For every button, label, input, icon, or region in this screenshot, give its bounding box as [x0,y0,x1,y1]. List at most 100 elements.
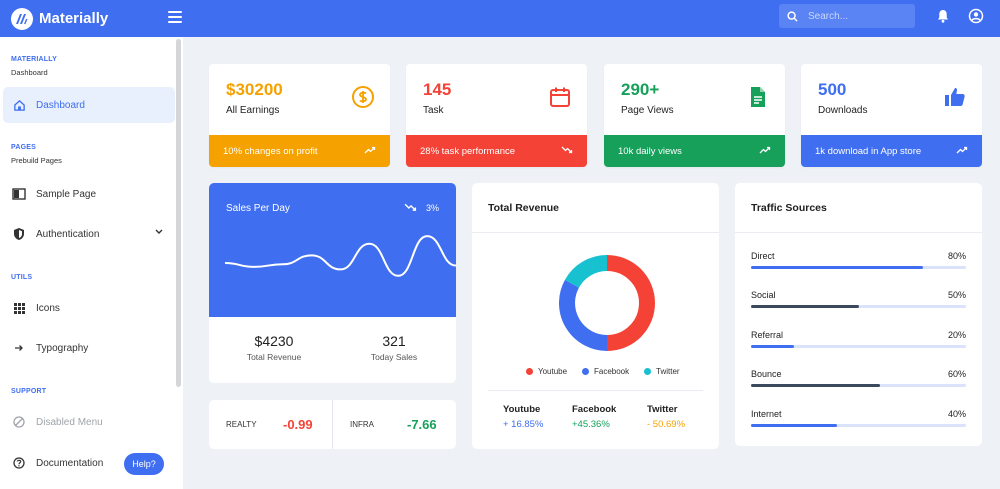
dollar-icon [352,86,374,108]
trending-up-icon [759,146,771,154]
sidebar-item-typography[interactable]: Typography [3,330,175,366]
traffic-label: Direct [751,251,775,261]
legend-label: Youtube [538,367,568,376]
market-value: -7.66 [407,417,437,432]
sidebar-item-dashboard[interactable]: Dashboard [3,87,175,123]
traffic-row: Bounce 60% [751,369,966,387]
donut-slice-facebook [559,279,608,351]
stat-footer-text: 28% task performance [420,145,516,157]
stat-card-downloads: 500 Downloads 1k download in App store [801,64,982,167]
sidebar: MATERIALLY Dashboard Dashboard PAGES Pre… [0,37,183,489]
block-icon [12,415,26,429]
trending-up-icon [364,146,376,154]
sidebar-item-label: Typography [36,342,89,354]
revenue-stat: Twitter - 50.69% [647,404,685,430]
traffic-percent: 20% [947,330,966,340]
revenue-donut-chart [559,255,655,351]
card-divider [472,232,719,233]
sales-title: Sales Per Day [226,203,290,214]
stat-value: 290+ [621,80,660,99]
traffic-label: Internet [751,409,782,419]
sidebar-item-sample-page[interactable]: Sample Page [3,176,175,212]
search-input[interactable] [808,10,898,22]
stat-footer: 1k download in App store [801,135,982,167]
revenue-stat-value: - 50.69% [647,419,686,430]
card-divider [735,232,982,233]
stat-footer: 28% task performance [406,135,587,167]
user-icon[interactable] [968,8,984,24]
progress-track [751,424,966,427]
stat-label: All Earnings [226,105,280,116]
revenue-stat-value: +45.36% [572,419,610,430]
sidebar-item-icons[interactable]: Icons [3,290,175,326]
legend-item: Twitter [644,367,680,376]
market-card: REALTY -0.99 INFRA -7.66 [209,400,456,449]
legend-item: Facebook [582,367,629,376]
stat-footer: 10k daily views [604,135,785,167]
menu-icon[interactable] [168,11,182,23]
market-value: -0.99 [283,417,313,432]
app-name: Materially [39,10,109,27]
stat-card-page-views: 290+ Page Views 10k daily views [604,64,785,167]
sidebar-item-documentation[interactable]: Documentation [3,445,121,481]
sales-change: 3% [425,203,439,213]
section-materially-caption: Dashboard [11,68,48,77]
legend-dot [644,368,651,375]
legend-label: Facebook [594,367,630,376]
revenue-stat-name: Facebook [572,404,617,415]
stat-card-task: 145 Task 28% task performance [406,64,587,167]
legend-dot [526,368,533,375]
brand[interactable]: Materially [0,7,160,30]
stat-value: 145 [423,80,452,99]
traffic-percent: 60% [947,369,966,379]
donut-slice-twitter [564,255,608,288]
sales-today: 321 Today Sales [339,333,449,362]
traffic-percent: 80% [947,251,966,261]
section-support: SUPPORT [11,388,47,395]
sales-card: Sales Per Day 3% $4230 Total Revenue 321… [209,183,456,383]
stat-value: $30200 [226,80,283,99]
revenue-title: Total Revenue [488,202,559,214]
traffic-row: Internet 40% [751,409,966,427]
stat-value: 500 [818,80,847,99]
sales-chart-panel: Sales Per Day 3% [209,183,456,317]
legend-label: Twitter [656,367,680,376]
traffic-percent: 40% [947,409,966,419]
help-button[interactable]: Help? [124,453,164,475]
sidebar-item-authentication[interactable]: Authentication [3,216,175,252]
section-pages-caption: Prebuild Pages [11,156,62,165]
traffic-label: Referral [751,330,784,340]
market-name: INFRA [350,420,374,429]
legend-dot [582,368,589,375]
stat-label: Downloads [818,105,868,116]
book-icon [12,187,26,201]
traffic-percent: 50% [947,290,966,300]
progress-track [751,345,966,348]
chevron-down-icon [155,229,163,234]
donut-slice-youtube [606,255,655,351]
sales-today-value: 321 [382,333,406,349]
sales-revenue: $4230 Total Revenue [219,333,329,362]
revenue-stat: Facebook +45.36% [572,404,616,430]
progress-fill [751,266,923,269]
arrow-right-icon [12,341,26,355]
bell-icon[interactable] [935,8,951,24]
search-box[interactable] [779,4,915,28]
progress-track [751,266,966,269]
sidebar-item-label: Documentation [36,457,104,469]
trending-down-icon [561,146,573,154]
traffic-row: Direct 80% [751,251,966,269]
progress-fill [751,305,859,308]
market-name: REALTY [226,420,257,429]
home-icon [12,98,26,112]
traffic-card: Traffic Sources Direct 80% Social 50% Re… [735,183,982,446]
sidebar-scrollbar[interactable] [176,39,181,387]
market-divider [332,400,333,449]
document-icon [751,87,765,107]
stat-footer-text: 1k download in App store [815,145,922,157]
section-materially: MATERIALLY [11,56,57,63]
stat-label: Page Views [621,105,674,116]
calendar-icon [550,87,570,107]
traffic-title: Traffic Sources [751,202,827,214]
revenue-card: Total Revenue Youtube Facebook Twitter Y… [472,183,719,449]
